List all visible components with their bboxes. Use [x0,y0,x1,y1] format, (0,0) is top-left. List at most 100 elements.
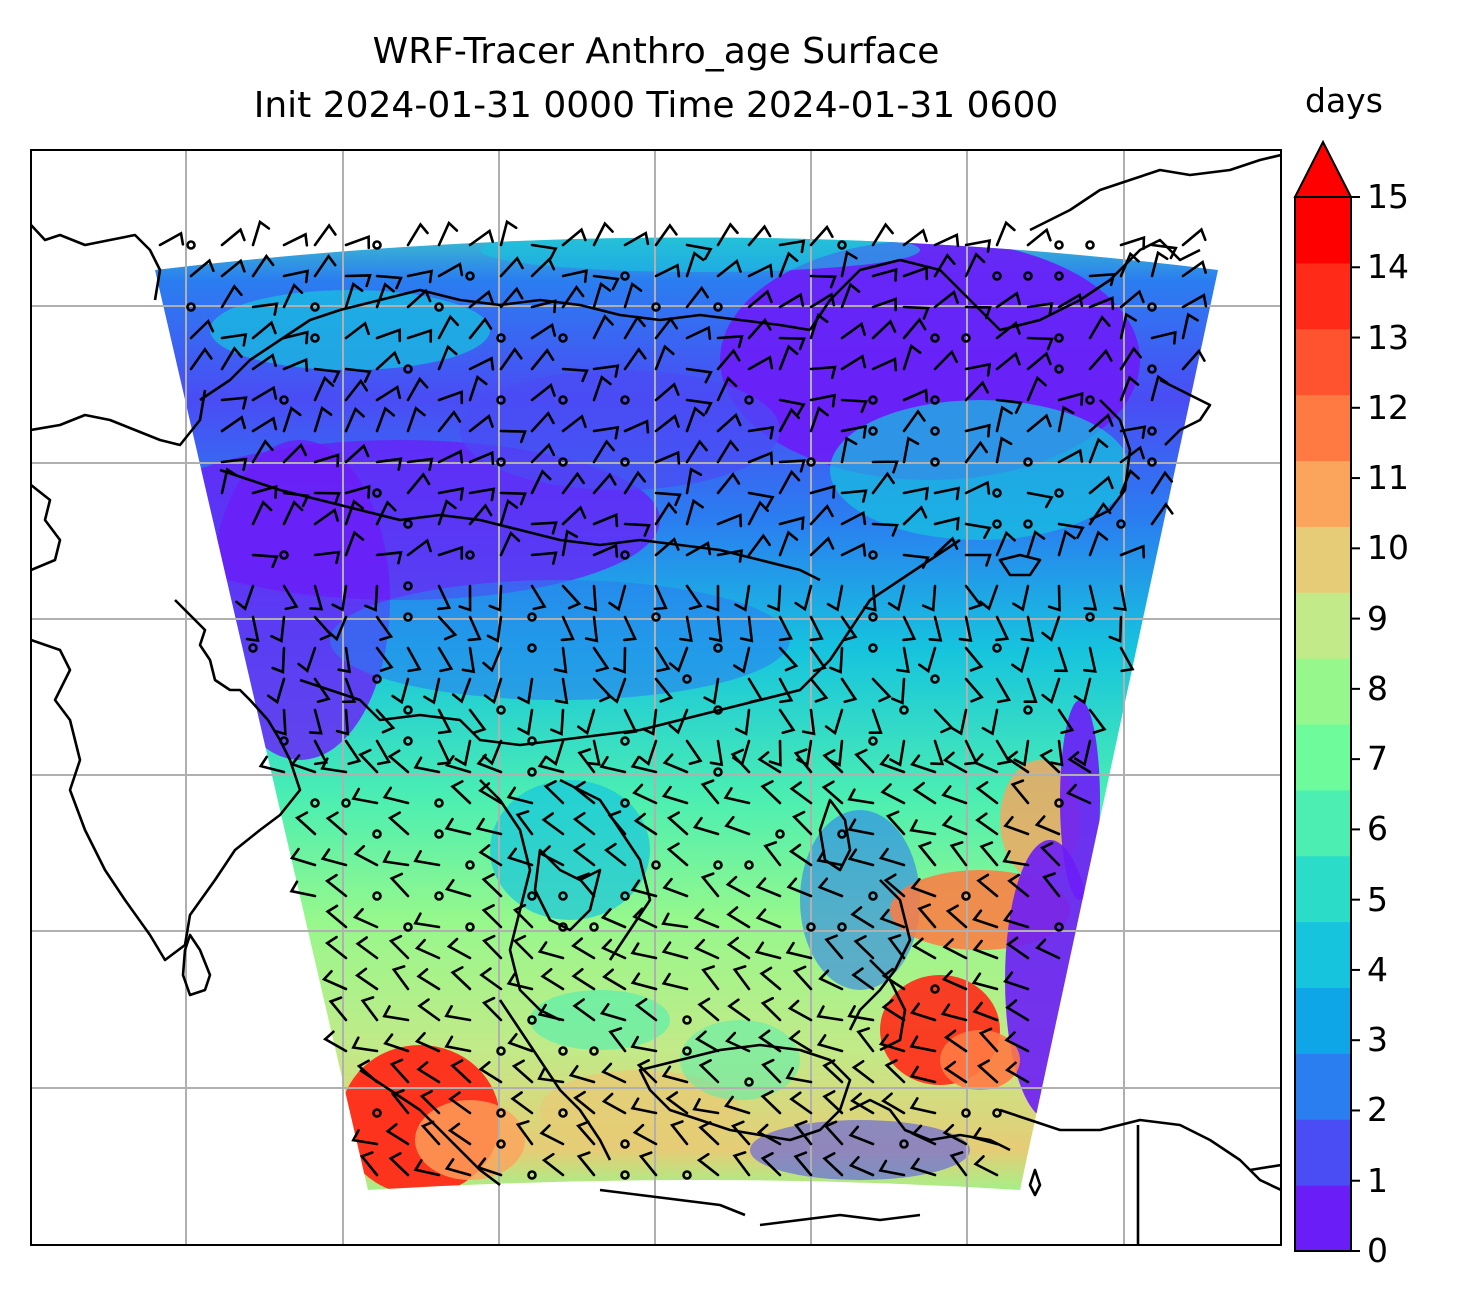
wind-barb [406,646,422,673]
wind-barb [437,708,452,735]
wind-barb [454,739,472,767]
wind-barb [444,817,472,836]
wind-barb [344,443,370,464]
wind-barb [786,877,813,898]
wind-barb [661,1065,689,1084]
wind-barb [1119,346,1142,371]
wind-barb [822,1090,844,1115]
wind-barb [313,491,341,505]
wind-barb [666,842,689,867]
wind-barb [1119,646,1135,673]
wind-barb [282,357,309,372]
wind-barb [788,1030,813,1053]
wind-barb [964,238,992,253]
calm-wind-marker [1085,240,1095,250]
wind-barb [545,739,565,767]
wind-barb [351,1036,379,1053]
wind-barb [933,486,961,501]
calm-wind-marker [527,891,537,901]
wind-barb [747,500,769,526]
wind-barb [654,263,681,278]
wind-barb [778,251,799,278]
wind-barb [716,258,742,278]
wind-barb [391,965,410,991]
wind-barb [478,844,503,867]
wind-barb [282,269,310,284]
wind-barb [964,646,984,672]
colorbar-tick-label: 8 [1367,668,1388,708]
wind-barb [725,875,751,898]
wind-barb [344,499,364,526]
wind-barb [458,584,472,612]
wind-barb [747,317,772,340]
wind-barb [541,1152,565,1177]
wind-barb [654,344,675,371]
wind-barb [282,500,304,526]
wind-barb [1047,584,1061,612]
wind-barb [601,1092,627,1115]
wind-barb [942,751,968,774]
colorbar [1293,139,1360,1252]
calm-wind-marker [403,581,413,591]
wind-barb [390,1089,410,1115]
wind-barb [871,522,899,537]
wind-barb [654,316,679,340]
calm-wind-marker [992,271,1002,281]
wind-barb [976,873,999,898]
wind-barb [881,1092,906,1115]
colorbar-segment [1295,855,1351,923]
wind-barb [1088,437,1109,464]
wind-barb [973,1155,999,1177]
calm-wind-marker [1085,395,1095,405]
wind-barb [325,904,348,929]
wind-barb [879,908,906,929]
wind-barb [461,646,476,674]
wind-barb [375,457,403,471]
calm-wind-marker [620,1170,630,1180]
wind-barb [437,615,458,641]
calm-wind-marker [682,1170,692,1180]
wind-barb [450,966,472,991]
wind-barb [444,754,472,774]
wind-barb [878,1159,906,1177]
wind-barb [788,843,813,867]
calm-wind-marker [682,1046,692,1056]
wind-barb [583,584,598,612]
wind-barb [910,754,937,774]
wind-barb [189,318,215,340]
calm-wind-marker [558,333,568,343]
wind-barb [706,584,720,612]
wind-barb [964,480,991,495]
wind-barb [747,677,764,704]
wind-barb [964,380,989,402]
wind-barb [388,1152,410,1177]
calm-wind-marker [403,364,413,374]
wind-barb [282,584,299,611]
wind-barb [482,646,503,673]
calm-wind-marker [930,984,940,994]
wind-barb [1083,646,1097,673]
wind-barb [726,936,751,960]
wind-barb [623,708,638,735]
wind-barb [975,781,999,805]
calm-wind-marker [837,922,847,932]
calm-wind-marker [806,922,816,932]
wind-barb [437,545,464,560]
wind-barb [654,414,680,433]
wind-barb [359,1151,379,1177]
wind-barb [632,907,658,929]
colorbar-segment [1295,262,1351,330]
wind-barb [560,615,575,642]
wind-barb [850,906,875,929]
wind-barb [375,550,403,565]
wind-barb [972,909,999,929]
wind-barb [822,749,844,774]
wind-barb [1088,501,1112,526]
wind-barb [809,224,834,247]
wind-barb [1057,292,1084,309]
wind-barb [1119,312,1137,340]
wind-barb [778,708,796,735]
wind-barb [662,877,689,898]
colorbar-tick-label: 9 [1367,598,1388,638]
wind-barb [964,252,986,278]
